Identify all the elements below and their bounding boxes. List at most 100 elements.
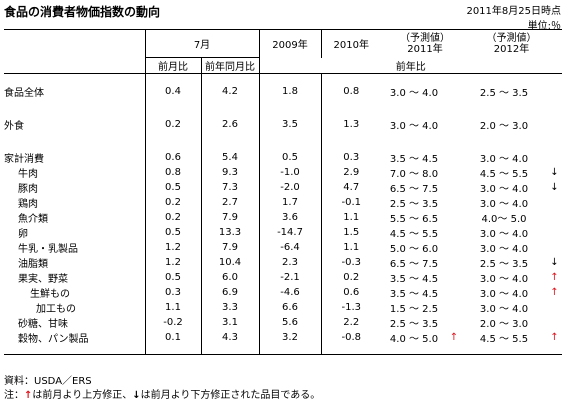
row-forecast-2012: 3.0 ～ 4.0 bbox=[479, 303, 529, 315]
row-2009: 2.3 bbox=[259, 254, 322, 270]
row-2009: 1.8 bbox=[259, 83, 322, 99]
row-forecast-2012: 3.0 ～ 4.0 bbox=[479, 273, 529, 285]
row-forecast-2012: 2.0 ～ 3.0 bbox=[479, 318, 529, 330]
table-row: 果実、野菜 0.5 6.0 -2.1 0.2 3.5 ～ 4.5 3.0 ～ 4… bbox=[4, 269, 562, 285]
row-2009: -2.0 bbox=[259, 179, 322, 195]
row-mom: 1.2 bbox=[145, 254, 202, 270]
table-row: 生鮮もの 0.3 6.9 -4.6 0.6 3.5 ～ 4.5 3.0 ～ 4.… bbox=[4, 284, 562, 300]
row-2009: 3.2 bbox=[259, 329, 322, 345]
row-arrow-2011 bbox=[447, 285, 461, 300]
row-2009: 5.6 bbox=[259, 314, 322, 330]
row-arrow-2011: ↑ bbox=[449, 331, 459, 343]
row-2009: -6.4 bbox=[259, 239, 322, 255]
header-forecast-2011-line2: 2011年 bbox=[407, 43, 443, 55]
row-2010: 1.5 bbox=[343, 226, 360, 238]
source-note: 資料：USDA／ERS bbox=[4, 376, 92, 387]
row-name: 砂糖、甘味 bbox=[4, 314, 146, 330]
row-name: 穀物、パン製品 bbox=[4, 329, 146, 345]
table-row: 家計消費 0.6 5.4 0.5 0.3 3.5 ～ 4.5 3.0 ～ 4.0 bbox=[4, 149, 562, 165]
row-forecast-2011: 3.5 ～ 4.5 bbox=[389, 273, 439, 285]
table-row: 加工もの 1.1 3.3 6.6 -1.3 1.5 ～ 2.5 3.0 ～ 4.… bbox=[4, 299, 562, 315]
row-mom: 0.2 bbox=[145, 194, 202, 210]
row-mom: 0.2 bbox=[145, 209, 202, 225]
header-forecast-2012-line1: （予測値） bbox=[486, 32, 537, 44]
row-yoy: 7.9 bbox=[201, 239, 260, 255]
row-arrow-2011 bbox=[447, 255, 461, 270]
row-2009: 0.5 bbox=[259, 149, 322, 165]
row-2010: 1.3 bbox=[343, 118, 360, 130]
header-2009: 2009年 bbox=[259, 29, 322, 58]
row-forecast-2011: 7.0 ～ 8.0 bbox=[389, 168, 439, 180]
row-2010: 2.2 bbox=[343, 316, 360, 328]
note-up-text: は前月より上方修正、 bbox=[32, 390, 133, 401]
row-arrow-2011 bbox=[447, 180, 461, 195]
row-mom: 0.2 bbox=[145, 116, 202, 132]
arrow-legend-note: 注：↑は前月より上方修正、↓は前月より下方修正された品目である。 bbox=[4, 386, 320, 401]
row-arrow-2012 bbox=[547, 225, 562, 240]
row-arrow-2011 bbox=[447, 315, 461, 330]
row-forecast-2011: 4.5 ～ 5.5 bbox=[389, 228, 439, 240]
table-row: 砂糖、甘味 -0.2 3.1 5.6 2.2 2.5 ～ 3.5 2.0 ～ 3… bbox=[4, 314, 562, 330]
row-arrow-2012 bbox=[547, 117, 562, 132]
unit-label: 単位:％ bbox=[527, 21, 561, 32]
header-month-group: 7月 bbox=[145, 29, 260, 58]
row-name: 牛肉 bbox=[4, 164, 146, 180]
row-arrow-2012 bbox=[547, 84, 562, 99]
up-arrow-icon: ↑ bbox=[24, 390, 33, 401]
row-2010: 0.6 bbox=[343, 286, 360, 298]
row-yoy: 3.3 bbox=[201, 299, 260, 315]
row-2010: 4.7 bbox=[343, 181, 360, 193]
header-forecast-2012-line2: 2012年 bbox=[493, 43, 530, 55]
row-forecast-2011: 3.5 ～ 4.5 bbox=[389, 288, 439, 300]
row-yoy: 10.4 bbox=[201, 254, 260, 270]
table-row: 穀物、パン製品 0.1 4.3 3.2 -0.8 4.0 ～ 5.0 ↑ 4.5… bbox=[4, 329, 562, 345]
row-arrow-2011 bbox=[447, 240, 461, 255]
row-arrow-2012 bbox=[547, 300, 562, 315]
row-name: 生鮮もの bbox=[4, 284, 146, 300]
row-2010: 1.1 bbox=[343, 241, 360, 253]
row-arrow-2012 bbox=[547, 195, 562, 210]
row-forecast-2011: 3.5 ～ 4.5 bbox=[389, 153, 439, 165]
row-2009: -14.7 bbox=[259, 224, 322, 240]
row-yoy: 4.3 bbox=[201, 329, 260, 345]
row-forecast-2011: 6.5 ～ 7.5 bbox=[389, 183, 439, 195]
down-arrow-icon: ↓ bbox=[132, 390, 141, 401]
header-forecast-2011: （予測値） 2011年 bbox=[381, 29, 461, 58]
subheader-blank bbox=[4, 57, 146, 74]
header-blank bbox=[4, 29, 146, 58]
row-forecast-2011: 2.5 ～ 3.5 bbox=[389, 198, 439, 210]
row-forecast-2011: 5.0 ～ 6.0 bbox=[389, 243, 439, 255]
row-arrow-2011 bbox=[447, 300, 461, 315]
row-mom: 0.1 bbox=[145, 329, 202, 345]
row-name: 牛乳・乳製品 bbox=[4, 239, 146, 255]
subheader-prev-year: 前年比 bbox=[259, 57, 562, 74]
row-name: 家計消費 bbox=[4, 149, 146, 165]
row-mom: -0.2 bbox=[145, 314, 202, 330]
row-forecast-2011: 1.5 ～ 2.5 bbox=[389, 303, 439, 315]
row-2009: -2.1 bbox=[259, 269, 322, 285]
row-yoy: 7.9 bbox=[201, 209, 260, 225]
row-forecast-2011: 3.0 ～ 4.0 bbox=[389, 87, 439, 99]
row-2010: 0.8 bbox=[343, 85, 360, 97]
table-row: 外食 0.2 2.6 3.5 1.3 3.0 ～ 4.0 2.0 ～ 3.0 bbox=[4, 116, 562, 132]
row-yoy: 6.9 bbox=[201, 284, 260, 300]
row-mom: 0.8 bbox=[145, 164, 202, 180]
as-of-date: 2011年8月25日時点 bbox=[466, 6, 561, 17]
row-yoy: 2.6 bbox=[201, 116, 260, 132]
row-2009: -1.0 bbox=[259, 164, 322, 180]
row-arrow-2011 bbox=[447, 165, 461, 180]
row-arrow-2012: ↓ bbox=[550, 181, 559, 193]
table-body: 食品全体 0.4 4.2 1.8 0.8 3.0 ～ 4.0 2.5 ～ 3.5… bbox=[4, 73, 562, 355]
row-name: 豚肉 bbox=[4, 179, 146, 195]
note-down-text: は前月より下方修正された品目である。 bbox=[140, 390, 321, 401]
row-forecast-2012: 4.0～ 5.0 bbox=[481, 213, 527, 225]
row-yoy: 6.0 bbox=[201, 269, 260, 285]
row-2010: -0.3 bbox=[341, 256, 361, 268]
row-2010: -0.8 bbox=[341, 331, 361, 343]
row-forecast-2012: 3.0 ～ 4.0 bbox=[479, 183, 529, 195]
row-forecast-2011: 2.5 ～ 3.5 bbox=[389, 318, 439, 330]
row-2009: 3.5 bbox=[259, 116, 322, 132]
row-arrow-2011 bbox=[447, 150, 461, 165]
row-2010: 2.9 bbox=[343, 166, 360, 178]
page-title: 食品の消費者物価指数の動向 bbox=[4, 5, 161, 19]
